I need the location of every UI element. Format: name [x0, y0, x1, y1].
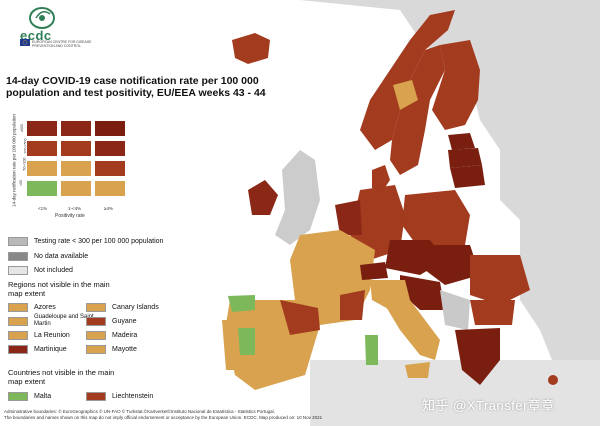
matrix-cell	[60, 160, 92, 177]
matrix-cell	[26, 140, 58, 157]
region-label: Mayotte	[112, 345, 137, 353]
matrix-ytick-0: ≥500	[19, 124, 24, 132]
page-title: 14-day COVID-19 case notification rate p…	[6, 75, 266, 99]
footer-line-2: The boundaries and names shown on this m…	[4, 415, 323, 420]
region-item: Canary Islands	[86, 301, 172, 313]
region-item: Guyane	[86, 315, 172, 327]
map-ireland	[248, 180, 278, 215]
map-finland	[432, 40, 480, 130]
map-sicily	[405, 362, 430, 378]
legend-not-included: Not included	[8, 264, 73, 276]
map-slovakia-hungary	[425, 245, 480, 285]
matrix-cell	[26, 160, 58, 177]
map-croatia-slovenia	[400, 275, 445, 310]
region-label: Martinique	[34, 345, 67, 353]
matrix-cell	[94, 180, 126, 197]
map-portugal	[222, 320, 240, 370]
country-item: Liechtenstein	[86, 390, 153, 402]
region-swatch	[86, 302, 106, 312]
region-swatch	[86, 316, 106, 326]
swatch-no-data	[8, 251, 28, 261]
swatch-not-included	[8, 265, 28, 275]
region-label: Guyane	[112, 317, 137, 325]
country-swatch	[86, 391, 106, 401]
matrix-ytick-3: <50	[18, 180, 23, 186]
region-label: La Reunion	[34, 331, 70, 339]
map-lithuania	[450, 165, 485, 188]
matrix-cell	[94, 120, 126, 137]
matrix-cell	[94, 140, 126, 157]
region-label: Madeira	[112, 331, 138, 339]
country-label: Liechtenstein	[112, 392, 154, 400]
region-label: Azores	[34, 303, 56, 311]
map-romania	[470, 255, 530, 305]
region-swatch	[8, 330, 28, 340]
matrix-x-label: Positivity rate	[55, 213, 85, 219]
map-spain-green	[238, 328, 255, 355]
map-spain-north-green	[228, 295, 255, 312]
matrix-cell	[94, 160, 126, 177]
region-item: Azores	[8, 301, 94, 313]
country-item: Malta	[8, 390, 51, 402]
footer-line-1: Administrative boundaries: © EuroGeograp…	[4, 409, 275, 414]
map-denmark	[372, 165, 390, 192]
map-sardinia	[365, 335, 378, 365]
map-non-eu-south	[310, 360, 600, 426]
matrix-cell	[26, 120, 58, 137]
map-norway	[360, 10, 455, 150]
matrix-cell	[60, 120, 92, 137]
watermark: 知乎 @XTransfer章章	[422, 398, 555, 413]
map-spain-red	[280, 300, 320, 335]
map-estonia	[448, 133, 475, 150]
map-bulgaria	[470, 300, 515, 325]
matrix-cell	[26, 180, 58, 197]
map-italy-south	[385, 300, 440, 360]
matrix-y-label: 14-day notification rate per 100 000 pop…	[11, 114, 17, 207]
map-sweden	[390, 45, 445, 175]
matrix-xtick-0: <1%	[38, 206, 48, 211]
map-switzerland	[360, 262, 388, 280]
eu-flag-icon	[20, 39, 30, 46]
matrix-xtick-1: 1-<4%	[68, 206, 82, 211]
map-france-south	[340, 290, 365, 320]
matrix-cell	[60, 140, 92, 157]
legend-no-data: No data available	[8, 250, 88, 262]
map-poland	[402, 190, 470, 250]
map-iceland	[232, 33, 270, 64]
region-label: Canary Islands	[112, 303, 159, 311]
map-balkans-west	[440, 290, 470, 330]
matrix-xtick-2: ≥4%	[104, 206, 113, 211]
bivariate-matrix	[26, 120, 128, 201]
region-label: Guadeloupe and Saint Martin	[34, 314, 94, 327]
region-swatch	[8, 344, 28, 354]
matrix-cell	[60, 180, 92, 197]
region-item: Martinique	[8, 343, 94, 355]
ecdc-logo-icon	[29, 7, 55, 29]
region-item: La Reunion	[8, 329, 94, 341]
map-uk	[275, 150, 320, 245]
region-swatch	[8, 316, 28, 326]
swatch-testing-rate	[8, 236, 28, 246]
country-swatch	[8, 391, 28, 401]
map-sweden-orange	[393, 80, 418, 110]
region-item: Mayotte	[86, 343, 172, 355]
regions-heading: Regions not visible in the main map exte…	[8, 280, 110, 298]
region-item: Madeira	[86, 329, 172, 341]
region-item: Guadeloupe and Saint Martin	[8, 314, 94, 327]
logo-subtitle: EUROPEAN CENTRE FOR DISEASE PREVENTION A…	[32, 40, 92, 48]
region-swatch	[8, 302, 28, 312]
map-benelux	[335, 200, 362, 235]
country-label: Malta	[34, 392, 52, 400]
footer: Administrative boundaries: © EuroGeograp…	[4, 409, 364, 421]
region-swatch	[86, 330, 106, 340]
countries-heading: Countries not visible in the main map ex…	[8, 368, 115, 386]
region-swatch	[86, 344, 106, 354]
map-cyprus	[548, 375, 558, 385]
legend-testing-rate: Testing rate < 300 per 100 000 populatio…	[8, 235, 163, 247]
map-greece	[455, 328, 500, 385]
map-latvia	[448, 148, 482, 168]
